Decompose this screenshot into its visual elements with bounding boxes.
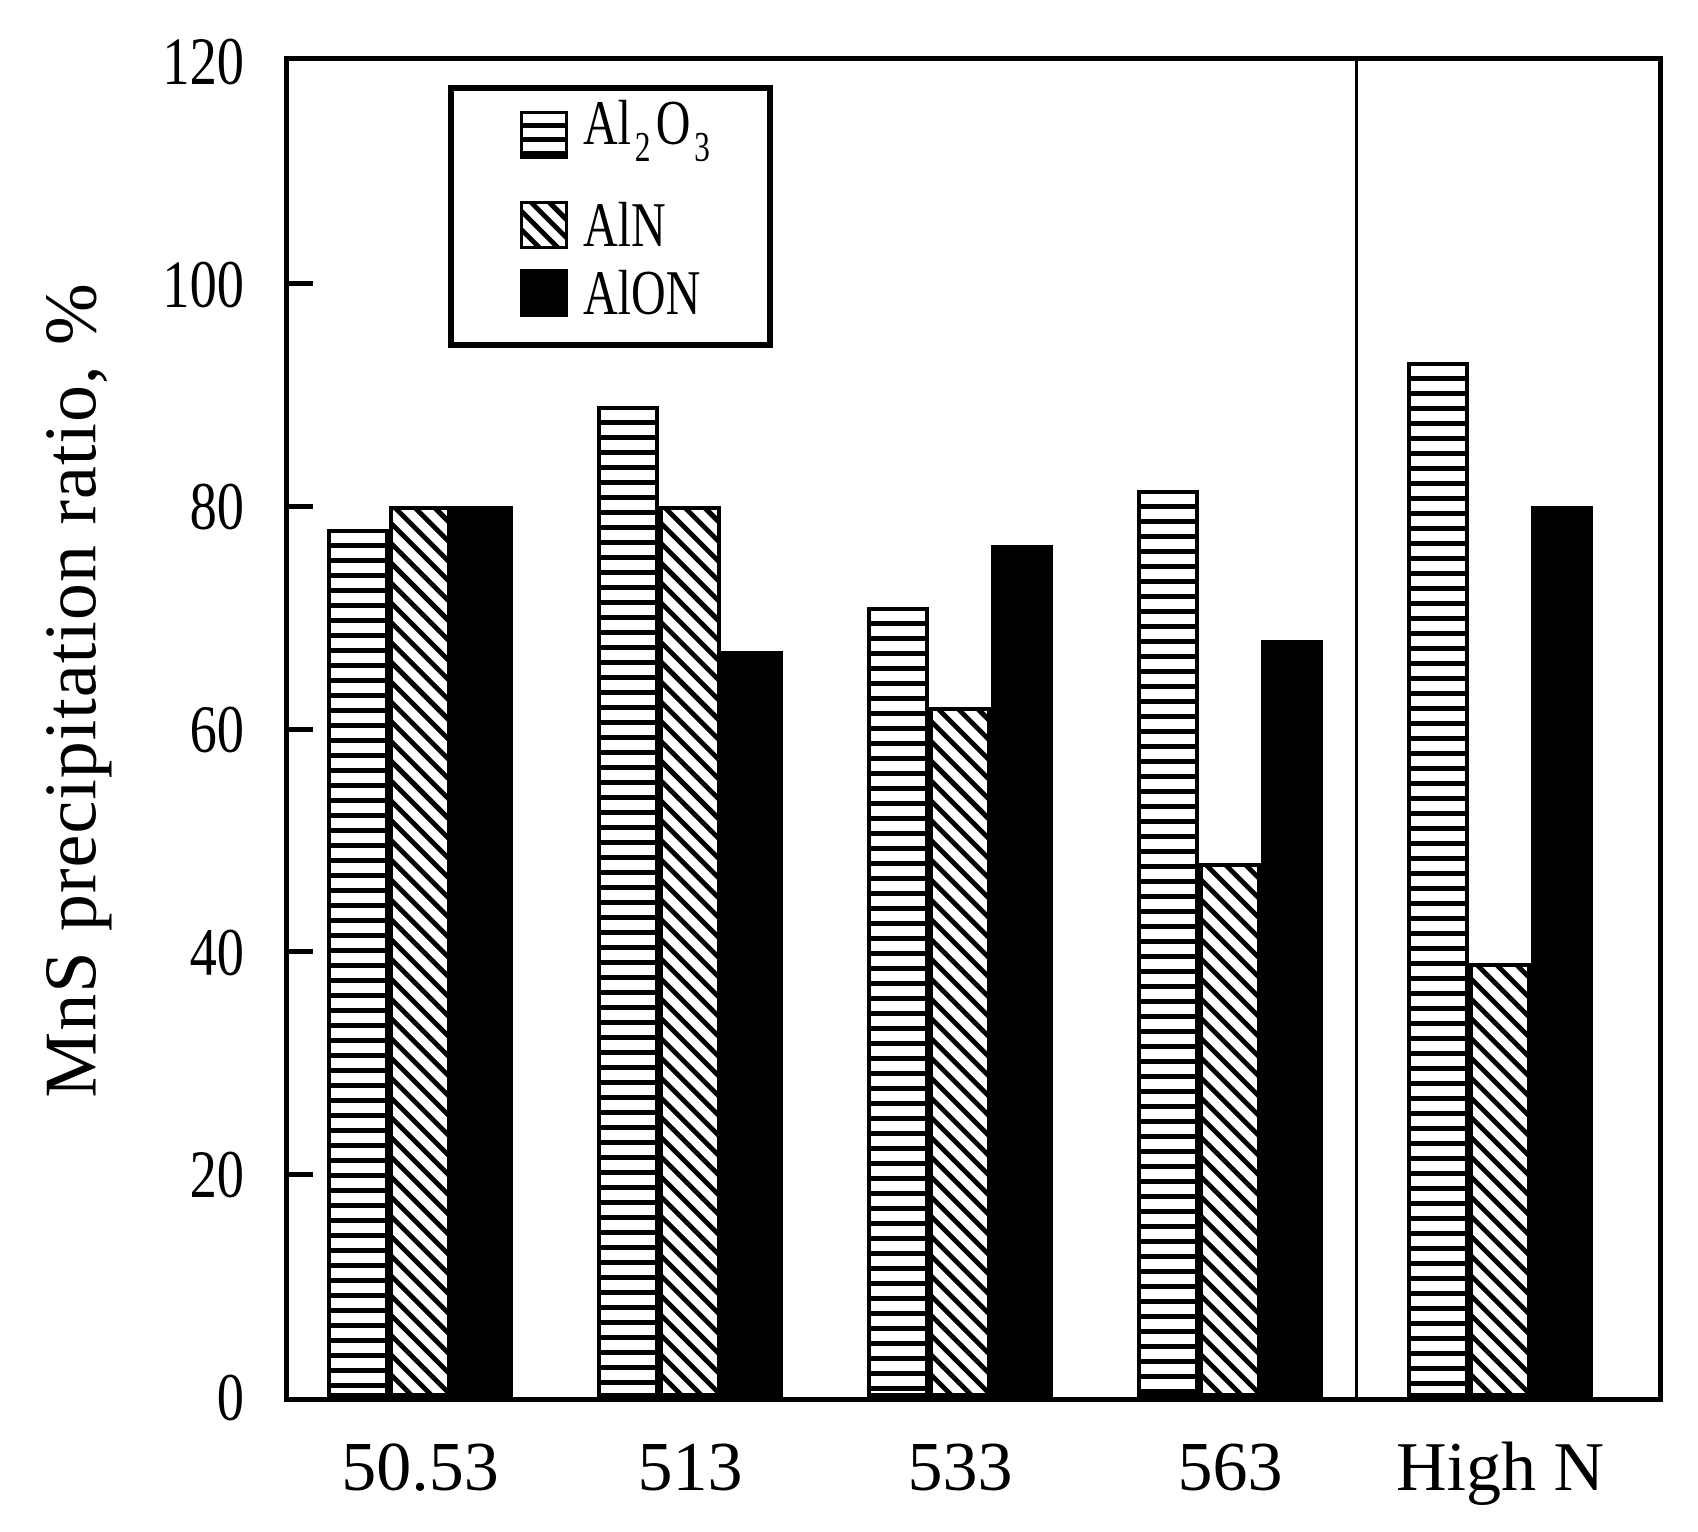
- bar-al2o3-50-53: [327, 528, 389, 1397]
- legend-label-alon: AlON: [583, 261, 700, 325]
- y-tick-mark-100: [289, 281, 313, 287]
- bar-alon-533: [991, 545, 1053, 1397]
- bar-aln-563: [1199, 862, 1261, 1397]
- legend-label-al2o3: Al2O3: [583, 90, 715, 172]
- x-category-label-533: 533: [907, 1429, 1013, 1506]
- y-tick-label-100: 100: [162, 245, 244, 322]
- x-category-label-563: 563: [1177, 1429, 1283, 1506]
- bar-alon-563: [1261, 639, 1323, 1397]
- legend-label-aln: AlN: [583, 193, 666, 257]
- plot-area: [284, 56, 1663, 1402]
- y-tick-mark-80: [289, 503, 313, 509]
- legend-item-al2o3: Al2O3: [520, 90, 759, 171]
- legend-label-text: AlON: [583, 257, 701, 328]
- y-tick-mark-20: [289, 1171, 313, 1177]
- bar-al2o3-513: [597, 406, 659, 1397]
- bar-aln-513: [659, 506, 721, 1397]
- y-tick-mark-60: [289, 726, 313, 732]
- y-tick-mark-40: [289, 949, 313, 955]
- y-tick-label-0: 0: [216, 1359, 244, 1435]
- legend-swatch-alon: [520, 269, 568, 317]
- legend-label-text: O: [655, 86, 691, 158]
- bar-al2o3-high-n: [1407, 361, 1469, 1397]
- legend: Al2O3 AlN AlON: [448, 85, 773, 348]
- x-category-label-high-n: High N: [1395, 1429, 1605, 1506]
- bar-aln-high-n: [1469, 962, 1531, 1397]
- bar-aln-533: [929, 706, 991, 1397]
- y-tick-label-120: 120: [162, 23, 244, 99]
- bar-aln-50-53: [389, 506, 451, 1397]
- bar-al2o3-533: [867, 606, 929, 1397]
- y-tick-label-20: 20: [189, 1136, 244, 1213]
- legend-swatch-al2o3: [520, 111, 568, 159]
- y-tick-label-80: 80: [189, 468, 244, 545]
- legend-label-text: Al: [583, 86, 631, 158]
- bar-alon-513: [721, 651, 783, 1397]
- y-tick-label-40: 40: [189, 913, 244, 990]
- bar-al2o3-563: [1137, 489, 1199, 1397]
- bar-alon-50-53: [451, 506, 513, 1397]
- legend-label-subscript: 2: [634, 124, 651, 171]
- x-category-label-513: 513: [637, 1429, 743, 1506]
- x-category-label-50-53: 50.53: [341, 1429, 499, 1506]
- bar-alon-high-n: [1531, 506, 1593, 1397]
- legend-swatch-aln: [520, 201, 568, 249]
- legend-item-aln: AlN: [520, 193, 693, 257]
- y-tick-label-60: 60: [189, 691, 244, 767]
- section-separator-line: [1354, 61, 1358, 1397]
- legend-label-text: AlN: [583, 189, 666, 260]
- legend-item-alon: AlON: [520, 261, 739, 325]
- legend-label-subscript: 3: [694, 124, 710, 171]
